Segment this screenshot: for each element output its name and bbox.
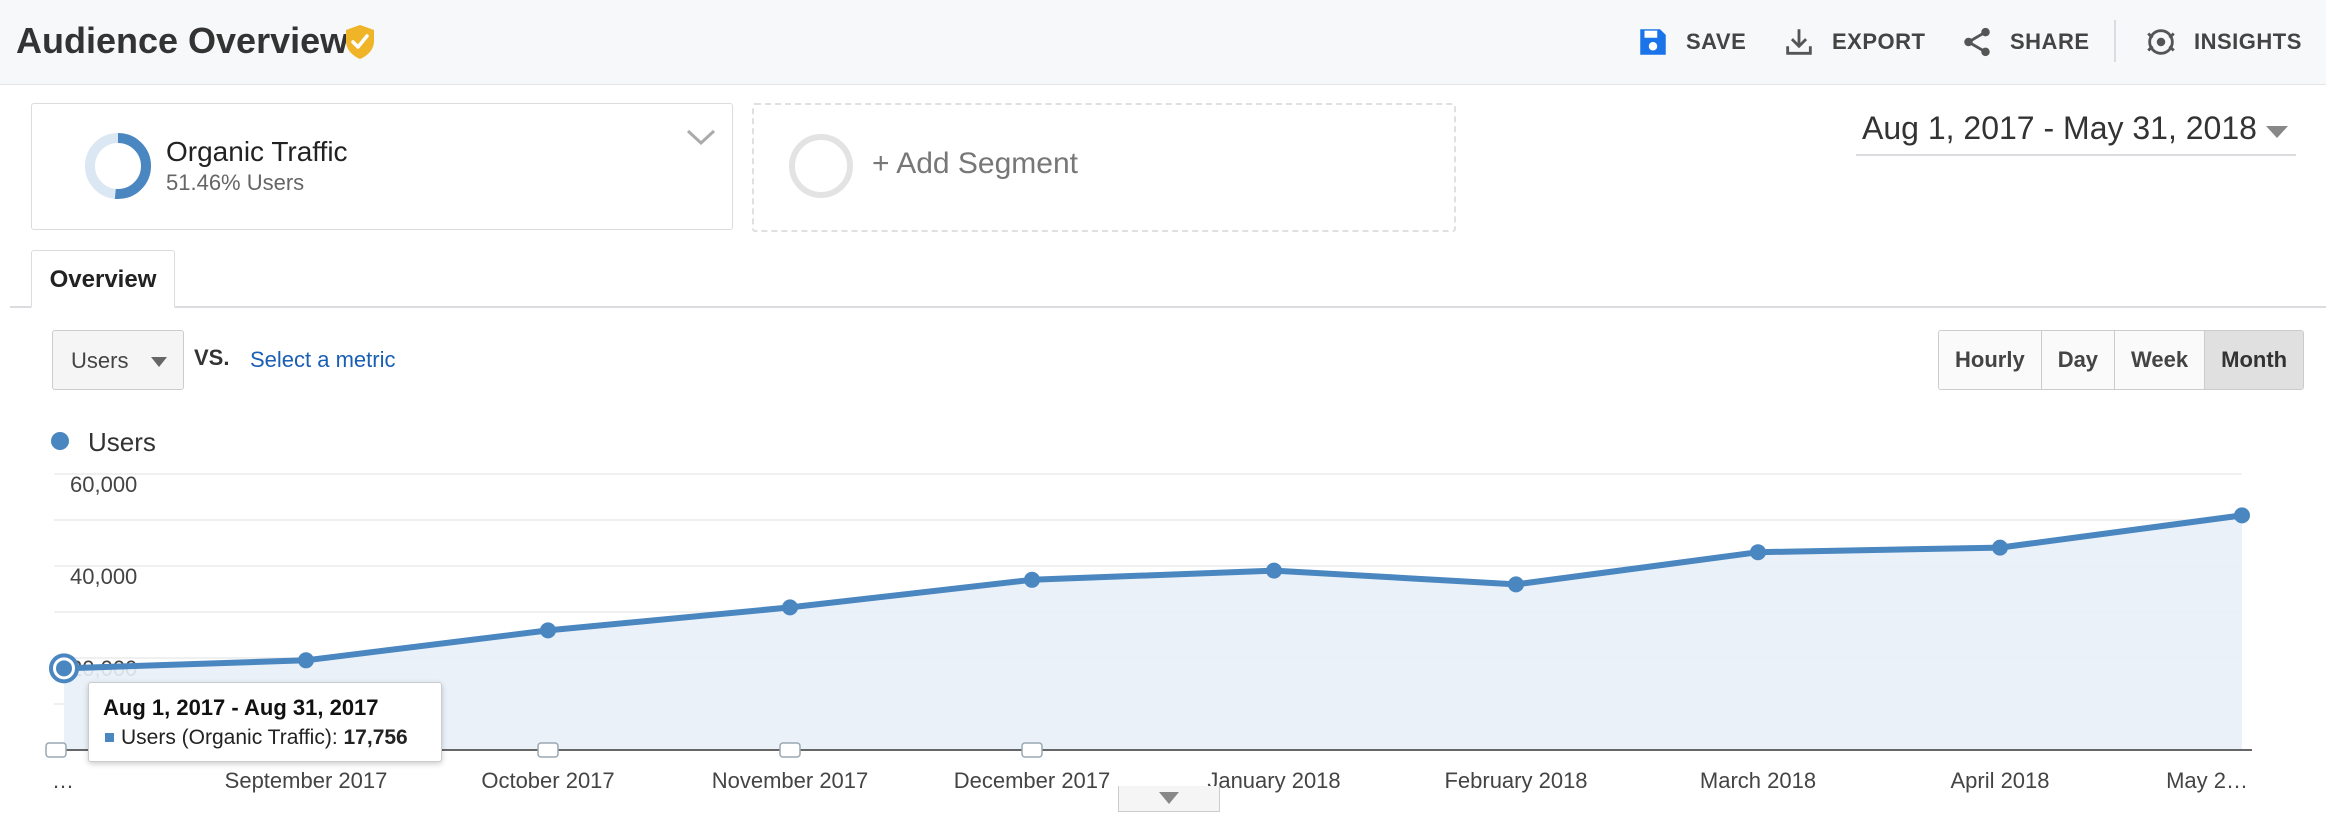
metric-dropdown-value: Users <box>71 348 129 373</box>
x-tick-label: November 2017 <box>712 768 869 793</box>
users-area-fill <box>64 515 2242 750</box>
date-range-text: Aug 1, 2017 - May 31, 2018 <box>1862 110 2257 146</box>
tab-overview[interactable]: Overview <box>31 250 175 308</box>
chart-tooltip: Aug 1, 2017 - Aug 31, 2017 Users (Organi… <box>88 682 442 762</box>
add-segment-button[interactable]: + Add Segment <box>752 103 1456 232</box>
tooltip-swatch <box>105 733 114 742</box>
annotation-marker <box>45 742 67 758</box>
segment-share-ring <box>85 133 151 199</box>
tooltip-title: Aug 1, 2017 - Aug 31, 2017 <box>103 695 379 720</box>
data-point <box>1750 544 1766 561</box>
data-point <box>1266 562 1282 579</box>
segment-share: 51.46% Users <box>166 170 305 195</box>
users-series-line <box>63 512 2243 672</box>
x-tick-label: December 2017 <box>954 768 1111 793</box>
legend-label: Users <box>88 427 156 457</box>
y-tick-label: 60,000 <box>70 472 137 497</box>
granularity-month-button[interactable]: Month <box>2205 331 2304 389</box>
empty-segment-ring-icon <box>789 134 853 198</box>
verified-shield-icon <box>346 25 374 59</box>
caret-down-icon <box>1159 792 1179 804</box>
select-metric-link[interactable]: Select a metric <box>250 347 396 372</box>
y-tick-label: 40,000 <box>70 564 137 589</box>
save-label: SAVE <box>1686 29 1747 54</box>
floppy-disk-icon <box>1640 29 1666 55</box>
vs-label: VS. <box>194 345 230 370</box>
insights-button[interactable]: INSIGHTS <box>2144 22 2302 62</box>
tooltip-value-line: Users (Organic Traffic): 17,756 <box>121 726 408 750</box>
annotation-marker <box>1021 742 1043 758</box>
insights-icon <box>2147 29 2175 55</box>
x-tick-label: September 2017 <box>225 768 388 793</box>
chevron-down-icon[interactable] <box>684 126 718 148</box>
data-point <box>1992 539 2008 556</box>
share-label: SHARE <box>2010 29 2090 54</box>
caret-down-icon <box>2266 126 2288 138</box>
annotation-marker <box>779 742 801 758</box>
share-button[interactable]: SHARE <box>1960 22 2090 62</box>
data-point <box>782 599 798 616</box>
annotation-marker <box>537 742 559 758</box>
metric-dropdown[interactable]: Users <box>52 330 184 390</box>
segment-name: Organic Traffic <box>166 136 348 167</box>
data-point <box>1508 576 1524 593</box>
data-point <box>298 652 314 669</box>
page-title: Audience Overview <box>16 20 349 61</box>
x-tick-label: October 2017 <box>481 768 614 793</box>
x-tick-label: April 2018 <box>1950 768 2049 793</box>
granularity-day-button[interactable]: Day <box>2041 331 2116 389</box>
x-tick-label: January 2018 <box>1207 768 1340 793</box>
x-tick-label: March 2018 <box>1700 768 1816 793</box>
x-tick-label: … <box>52 768 74 793</box>
save-button[interactable]: SAVE <box>1636 22 1746 62</box>
data-point <box>1024 571 1040 588</box>
export-button[interactable]: EXPORT <box>1782 22 1925 62</box>
export-label: EXPORT <box>1832 29 1926 54</box>
x-tick-label: May 2… <box>2166 768 2248 793</box>
data-point <box>2234 507 2250 524</box>
insights-label: INSIGHTS <box>2194 29 2302 54</box>
download-icon <box>1786 29 1812 55</box>
granularity-toggle: Hourly Day Week Month <box>1938 330 2305 390</box>
report-header: Audience Overview SAVE EXPORT SHARE <box>0 0 2326 85</box>
legend-swatch <box>51 432 69 450</box>
x-tick-label: February 2018 <box>1444 768 1587 793</box>
tooltip-value: 17,756 <box>343 726 408 749</box>
share-icon <box>1964 27 1990 57</box>
segment-organic-traffic[interactable]: Organic Traffic 51.46% Users <box>31 103 733 230</box>
data-point <box>540 622 556 639</box>
caret-down-icon <box>151 357 167 367</box>
granularity-hourly-button[interactable]: Hourly <box>1939 331 2042 389</box>
date-range-picker[interactable]: Aug 1, 2017 - May 31, 2018 <box>1856 104 2296 156</box>
add-segment-label: + Add Segment <box>872 147 1078 180</box>
tabs-divider <box>10 306 2326 308</box>
data-point <box>56 660 72 677</box>
granularity-week-button[interactable]: Week <box>2115 331 2206 389</box>
tooltip-series-label: Users (Organic Traffic): <box>121 726 344 749</box>
toolbar-divider <box>2114 20 2116 62</box>
expand-chart-toggle[interactable] <box>1118 786 1220 812</box>
